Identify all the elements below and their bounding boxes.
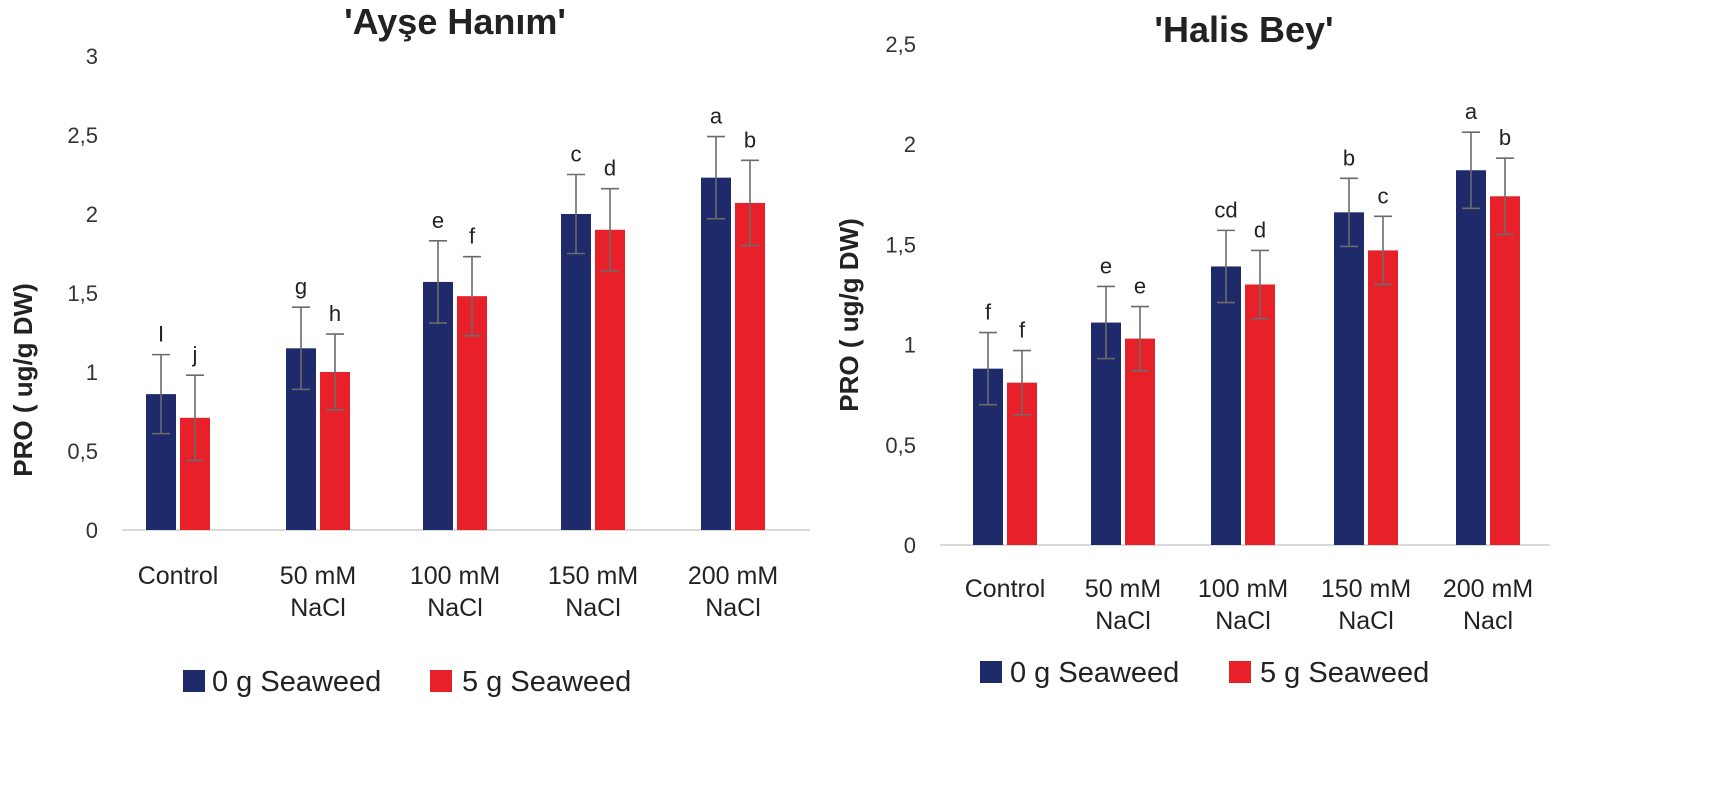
x-category-label: 50 mM NaCl [280, 562, 356, 622]
x-category-label: Control [138, 562, 219, 590]
significance-letter: b [1343, 145, 1355, 170]
bar-0-g-seaweed [1456, 170, 1486, 545]
error-bar [1496, 157, 1514, 236]
significance-letter: d [604, 156, 616, 181]
significance-letter: a [1465, 99, 1478, 124]
significance-letter: cd [1214, 197, 1237, 222]
error-bar [292, 306, 310, 391]
x-category-label: 150 mM NaCl [548, 562, 638, 622]
significance-letter: d [1254, 217, 1266, 242]
x-axis-categories: Control 50 mM NaCl 100 mM NaCl 150 mM NaCl 200 … [965, 575, 1533, 635]
error-bar [1462, 131, 1480, 210]
x-category-label: 100 mM NaCl [1198, 575, 1288, 635]
error-bar [326, 333, 344, 411]
y-tick-label: 2 [904, 132, 916, 157]
y-tick-label: 1 [86, 360, 98, 385]
legend-label-0g: 0 g Seaweed [212, 666, 381, 698]
legend-label-5g: 5 g Seaweed [462, 666, 631, 698]
y-tick-label: 3 [86, 44, 98, 69]
legend-label-5g: 5 g Seaweed [1260, 657, 1429, 689]
error-bar [1217, 229, 1235, 304]
significance-letter: e [1100, 253, 1112, 278]
significance-letter: c [571, 142, 582, 167]
y-tick-label: 0,5 [67, 439, 98, 464]
error-bar [152, 353, 170, 435]
x-axis-categories: Control 50 mM NaCl 100 mM NaCl 150 mM NaCl 200 … [138, 562, 778, 622]
error-bar [1131, 305, 1149, 372]
y-tick-label: 0 [86, 518, 98, 543]
significance-letter: f [1019, 318, 1026, 343]
error-bar [567, 173, 585, 255]
significance-letter: e [432, 208, 444, 233]
significance-letter: f [985, 300, 992, 325]
error-bar [429, 240, 447, 324]
significance-letter: b [744, 127, 756, 152]
error-bar [1097, 285, 1115, 360]
chart-title: 'Ayşe Hanım' [344, 1, 566, 42]
y-tick-label: 2,5 [885, 32, 916, 57]
error-bar [741, 159, 759, 247]
legend-label-0g: 0 g Seaweed [1010, 657, 1179, 689]
error-bar [1374, 215, 1392, 286]
bar-0-g-seaweed [561, 214, 591, 530]
legend-swatch-5g [1229, 661, 1251, 683]
y-axis-label: PRO ( ug/g DW) [834, 218, 864, 412]
y-tick-label: 0,5 [885, 433, 916, 458]
legend-swatch-0g [980, 661, 1002, 683]
x-category-label: 200 mM Nacl [1443, 575, 1533, 635]
x-category-label: 150 mM NaCl [1321, 575, 1411, 635]
bar-5-g-seaweed [735, 202, 765, 530]
error-bar [186, 374, 204, 462]
y-axis-ticks: 0 0,5 1 1,5 2 2,5 [885, 32, 916, 558]
y-tick-label: 0 [904, 533, 916, 558]
y-tick-label: 1,5 [67, 281, 98, 306]
bar-5-g-seaweed [1490, 196, 1520, 545]
y-tick-label: 1 [904, 333, 916, 358]
significance-letter: j [192, 342, 198, 367]
y-tick-label: 1,5 [885, 232, 916, 257]
legend-swatch-5g [430, 670, 452, 692]
bar-0-g-seaweed [1211, 266, 1241, 545]
chart-panel-halis-bey: 'Halis Bey' PRO ( ug/g DW) 00,511,522,5 … [834, 9, 1550, 689]
y-axis-label: PRO ( ug/g DW) [8, 283, 38, 477]
error-bar [1340, 177, 1358, 248]
error-bar [707, 135, 725, 220]
chart-title: 'Halis Bey' [1154, 9, 1333, 50]
y-tick-label: 2,5 [67, 123, 98, 148]
bar-5-g-seaweed [1245, 284, 1275, 545]
error-bar [1251, 249, 1269, 320]
chart-panel-ayse-hanim: 'Ayşe Hanım' PRO ( ug/g DW) 0 0,5 1 1,5 2 2,5… [8, 1, 810, 698]
error-bar [463, 255, 481, 337]
x-category-label: 200 mM NaCl [688, 562, 778, 622]
legend: 0 g Seaweed 5 g Seaweed [183, 666, 631, 698]
error-bar [1013, 349, 1031, 416]
bar-0-g-seaweed [1091, 322, 1121, 545]
legend-swatch-0g [183, 670, 205, 692]
error-bar [979, 331, 997, 406]
x-category-label: 50 mM NaCl [1085, 575, 1161, 635]
error-bar [601, 187, 619, 272]
significance-letter: f [469, 224, 476, 249]
significance-letter: I [158, 322, 164, 347]
bar-5-g-seaweed [1125, 338, 1155, 545]
bar-5-g-seaweed [595, 229, 625, 531]
significance-letter: e [1134, 274, 1146, 299]
bar-0-g-seaweed [701, 177, 731, 530]
bar-0-g-seaweed [1334, 212, 1364, 545]
significance-letter: h [329, 301, 341, 326]
significance-letter: g [295, 274, 307, 299]
bar-5-g-seaweed [1368, 250, 1398, 546]
y-tick-label: 2 [86, 202, 98, 227]
legend: 0 g Seaweed 5 g Seaweed [980, 657, 1429, 689]
y-axis-ticks: 0 0,5 1 1,5 2 2,5 3 [67, 44, 98, 543]
x-category-label: Control [965, 575, 1046, 603]
bar-group: Ig e c a j h f d b [146, 104, 765, 531]
significance-letter: b [1499, 125, 1511, 150]
significance-letter: c [1378, 183, 1389, 208]
significance-letter: a [710, 104, 723, 129]
x-category-label: 100 mM NaCl [410, 562, 500, 622]
